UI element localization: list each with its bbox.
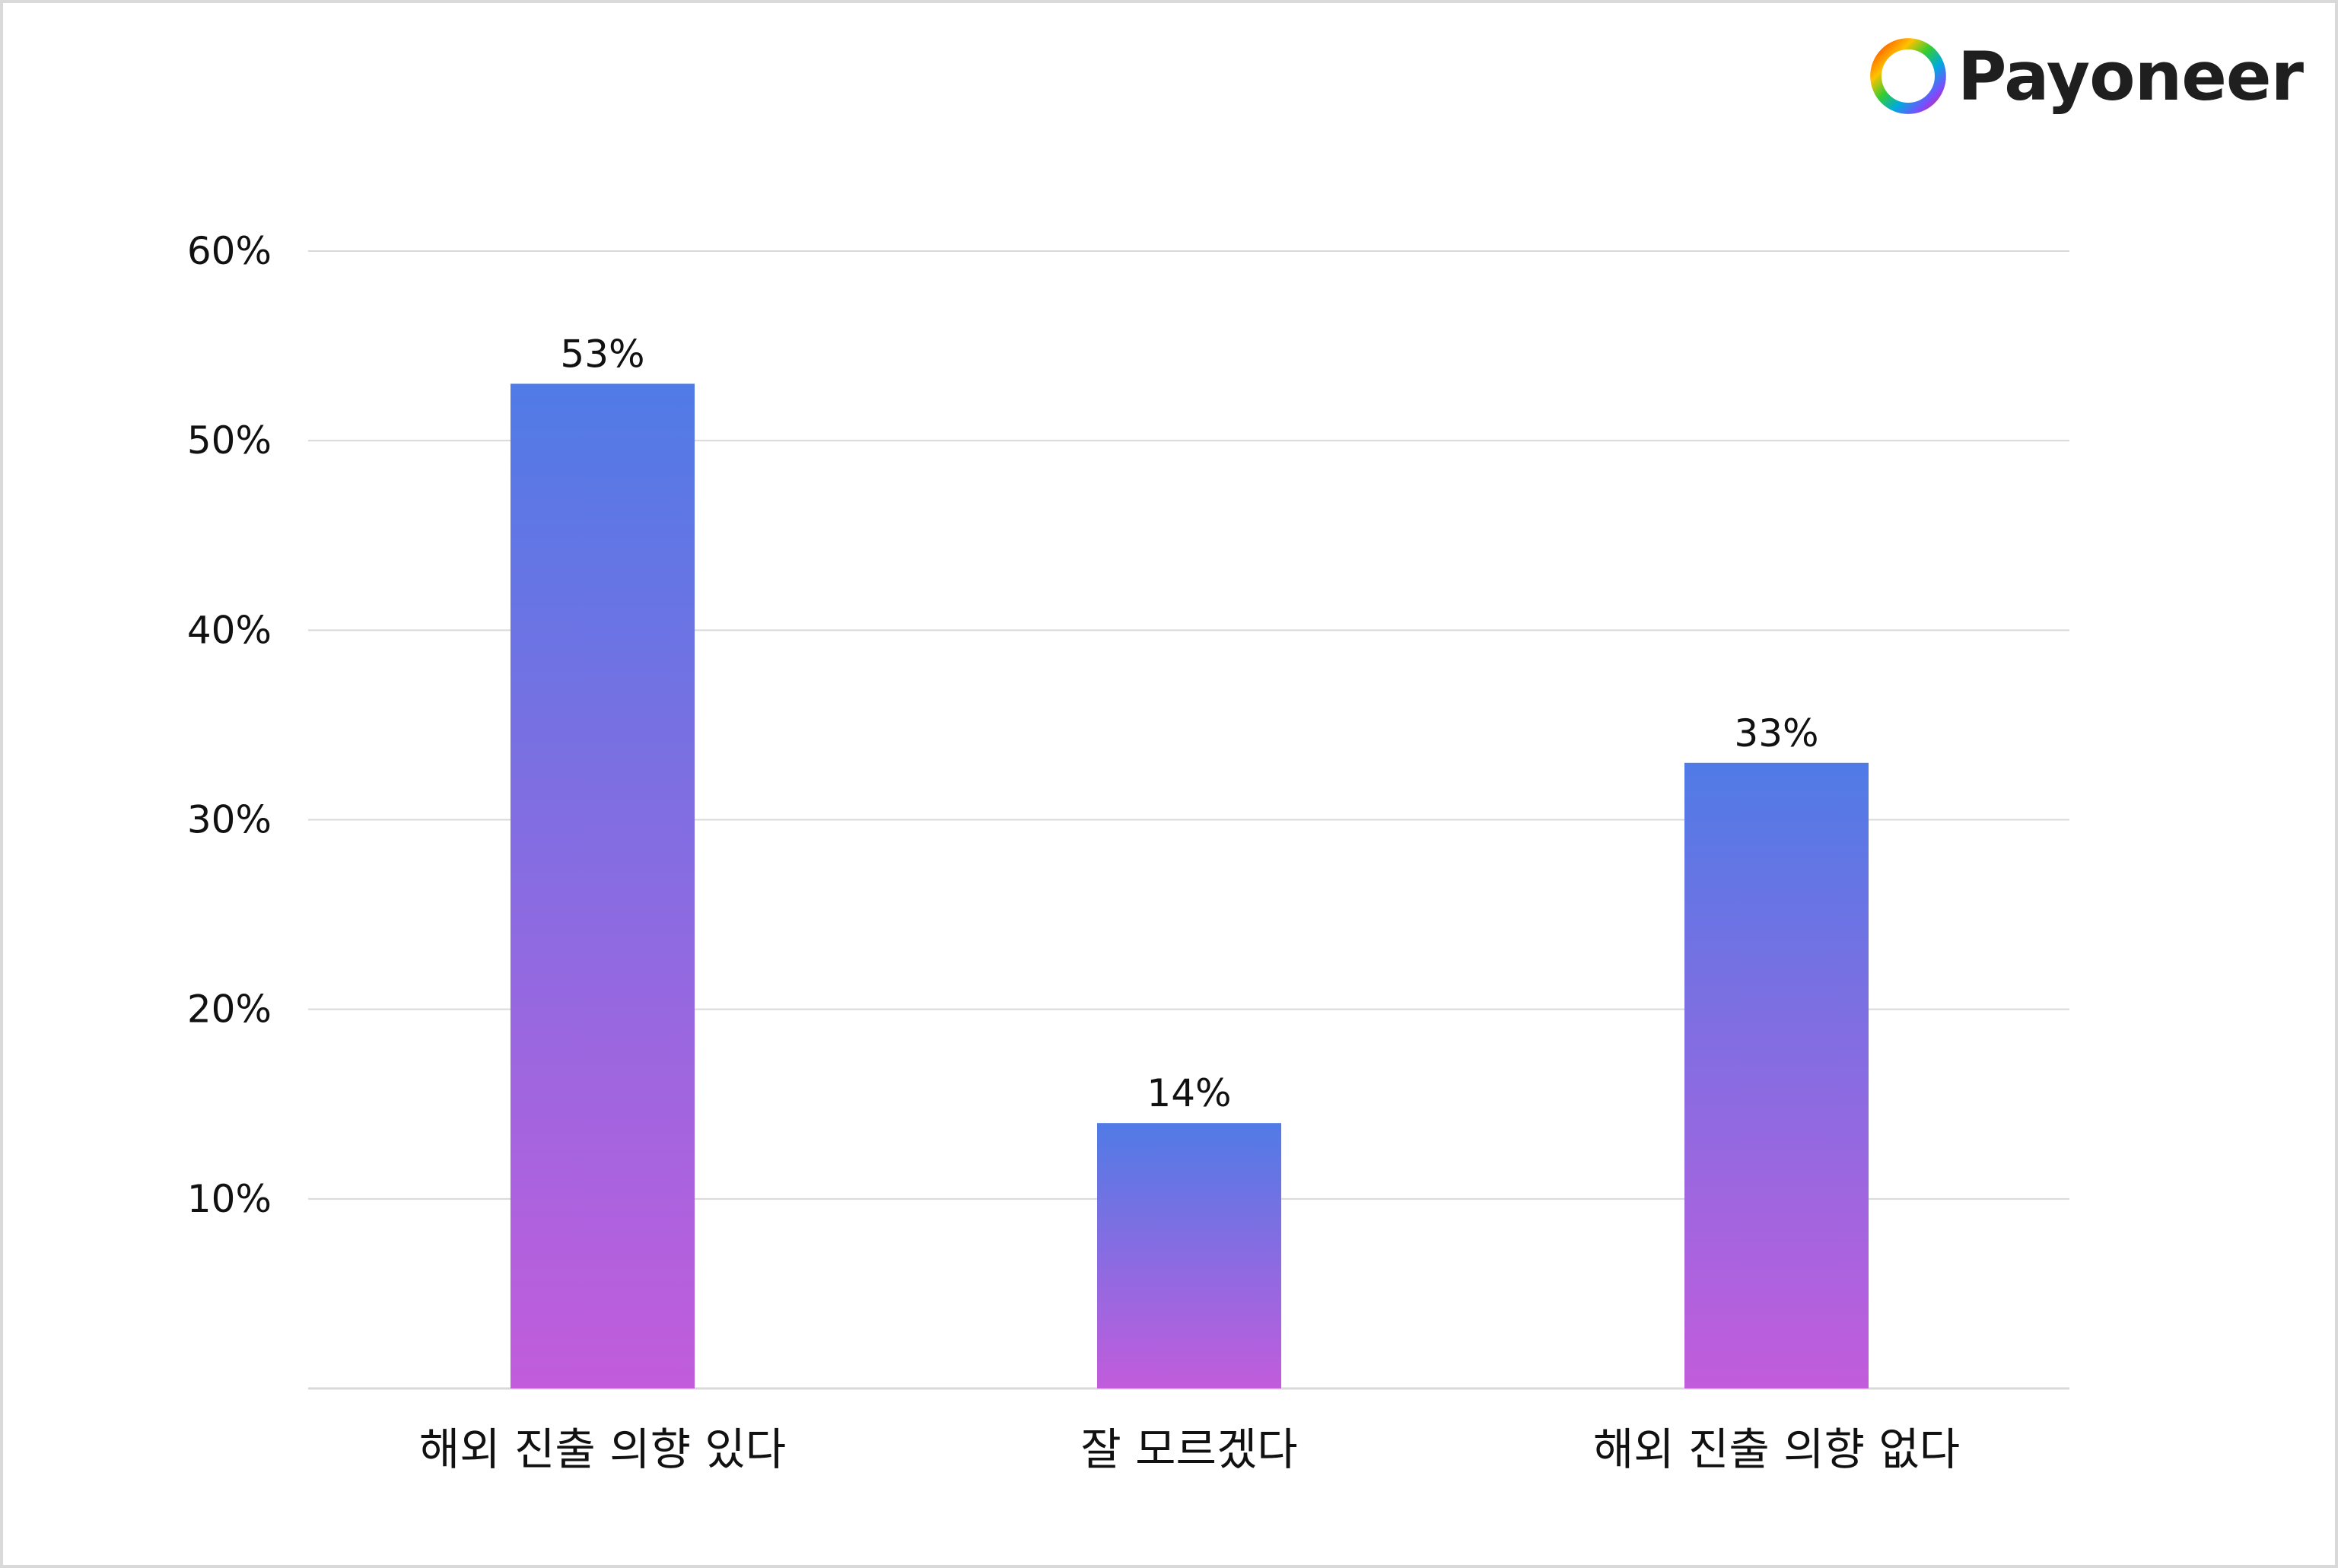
bar: [1097, 1123, 1281, 1388]
y-tick-label: 40%: [187, 608, 272, 652]
bar: [1684, 762, 1869, 1388]
payoneer-ring-icon: [1870, 38, 1946, 114]
bars: [511, 383, 1869, 1389]
bar-value-label: 33%: [1734, 711, 1818, 755]
y-tick-label: 30%: [187, 798, 272, 842]
y-tick-label: 10%: [187, 1177, 272, 1221]
y-tick-label: 60%: [187, 229, 272, 273]
y-tick-label: 50%: [187, 418, 272, 463]
brand-name: Payoneer: [1957, 37, 2304, 116]
y-tick-label: 20%: [187, 988, 272, 1032]
bar-value-label: 53%: [560, 332, 644, 376]
x-axis-categories: 해외 진출 의향 있다 잘 모르겠다 해외 진출 의향 없다: [419, 1423, 1960, 1475]
data-labels: 53% 14% 33%: [560, 332, 1818, 1115]
bar: [511, 383, 695, 1389]
category-label: 해외 진출 의향 없다: [1593, 1423, 1960, 1475]
category-label: 잘 모르겠다: [1080, 1423, 1297, 1475]
bar-value-label: 14%: [1147, 1071, 1231, 1115]
y-axis-ticks: 10% 20% 30% 40% 50% 60%: [187, 229, 272, 1221]
brand-logo: Payoneer: [1868, 30, 2304, 122]
category-label: 해외 진출 의향 있다: [419, 1423, 786, 1475]
